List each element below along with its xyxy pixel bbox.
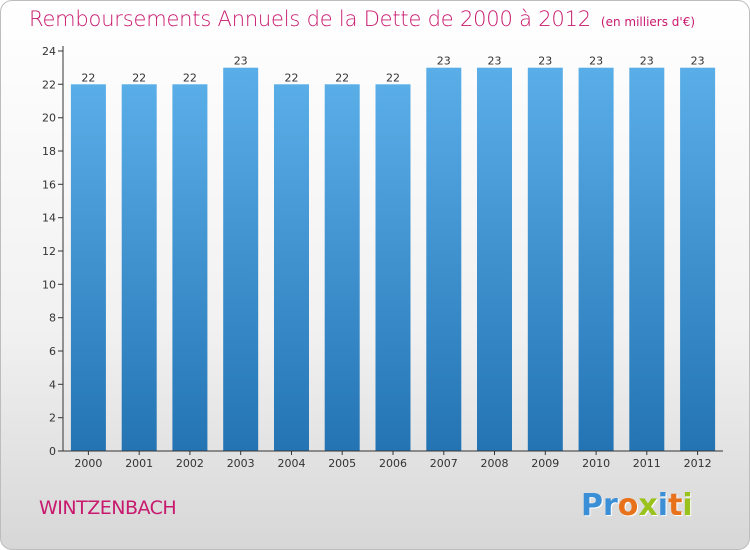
bar-2006 (375, 84, 411, 452)
axis-layer: 2000 2001 2002 2003 2004 2005 2006 2007 2008 2009… (42, 45, 723, 470)
bar-2004 (274, 84, 309, 452)
y-tick-label-4: 4 (49, 378, 56, 391)
y-tick-label-10: 10 (42, 278, 56, 291)
bar-2003 (223, 67, 259, 451)
data-label-2002: 22 (183, 71, 197, 84)
x-tick-label-2008: 2008 (481, 457, 509, 470)
data-label-2011: 23 (640, 55, 654, 68)
x-tick-label-2009: 2009 (531, 457, 559, 470)
x-tick-label-2007: 2007 (430, 457, 458, 470)
x-tick-label-2005: 2005 (328, 457, 356, 470)
x-tick-label-2002: 2002 (176, 457, 204, 470)
y-tick-label-24: 24 (42, 45, 56, 58)
chart-title-main: Remboursements Annuels de la Dette de 20… (29, 7, 591, 31)
data-label-2012: 23 (691, 55, 705, 68)
commune-name: WINTZENBACH (39, 497, 177, 519)
logo-letter: i (682, 488, 693, 523)
bar-2002 (172, 84, 208, 452)
logo-letter: x (638, 488, 658, 523)
x-tick-label-2006: 2006 (379, 457, 407, 470)
bar-2001 (121, 84, 157, 452)
y-tick-label-22: 22 (42, 78, 56, 91)
y-tick-label-14: 14 (42, 212, 56, 225)
data-label-2005: 22 (335, 71, 349, 84)
data-label-2008: 23 (488, 55, 502, 68)
data-label-2009: 23 (538, 55, 552, 68)
logo-letter: r (603, 488, 618, 523)
y-tick-label-0: 0 (49, 445, 56, 458)
data-label-2007: 23 (437, 55, 451, 68)
y-tick-label-2: 2 (49, 412, 56, 425)
chart-subtitle: (en milliers d'€) (600, 15, 696, 29)
bar-2009 (527, 67, 563, 451)
logo-letter: P (581, 488, 603, 523)
bar-2012 (680, 67, 716, 451)
data-label-2001: 22 (132, 71, 146, 84)
y-tick-label-8: 8 (49, 312, 56, 325)
bar-2005 (324, 84, 360, 452)
data-label-2010: 23 (589, 55, 603, 68)
logo-letter: i (657, 488, 669, 523)
bar-2011 (629, 67, 665, 451)
logo-letter: o (617, 488, 639, 523)
y-tick-label-12: 12 (42, 245, 56, 258)
bars-layer (70, 67, 716, 452)
bar-2010 (578, 67, 614, 451)
data-label-2004: 22 (285, 71, 299, 84)
x-tick-label-2001: 2001 (125, 457, 153, 470)
proxiti-logo[interactable]: Proxiti (581, 488, 693, 523)
y-tick-label-6: 6 (49, 345, 56, 358)
bar-2000 (70, 84, 106, 452)
x-tick-label-2011: 2011 (633, 457, 661, 470)
x-tick-label-2000: 2000 (74, 457, 102, 470)
y-tick-label-18: 18 (42, 145, 56, 158)
logo-letter: t (668, 488, 683, 523)
bar-2007 (426, 67, 462, 451)
y-tick-label-16: 16 (42, 178, 56, 191)
x-tick-label-2010: 2010 (582, 457, 610, 470)
data-label-2000: 22 (81, 71, 95, 84)
chart-title: Remboursements Annuels de la Dette de 20… (29, 7, 695, 31)
y-tick-label-20: 20 (42, 112, 56, 125)
x-tick-label-2012: 2012 (684, 457, 712, 470)
x-tick-label-2003: 2003 (227, 457, 255, 470)
x-tick-label-2004: 2004 (278, 457, 306, 470)
bar-2008 (477, 67, 512, 451)
data-label-2003: 23 (234, 55, 248, 68)
data-label-2006: 22 (386, 71, 400, 84)
data-labels-layer: 22 22 22 23 22 22 22 23 23 23 23 23 23 (81, 55, 704, 85)
